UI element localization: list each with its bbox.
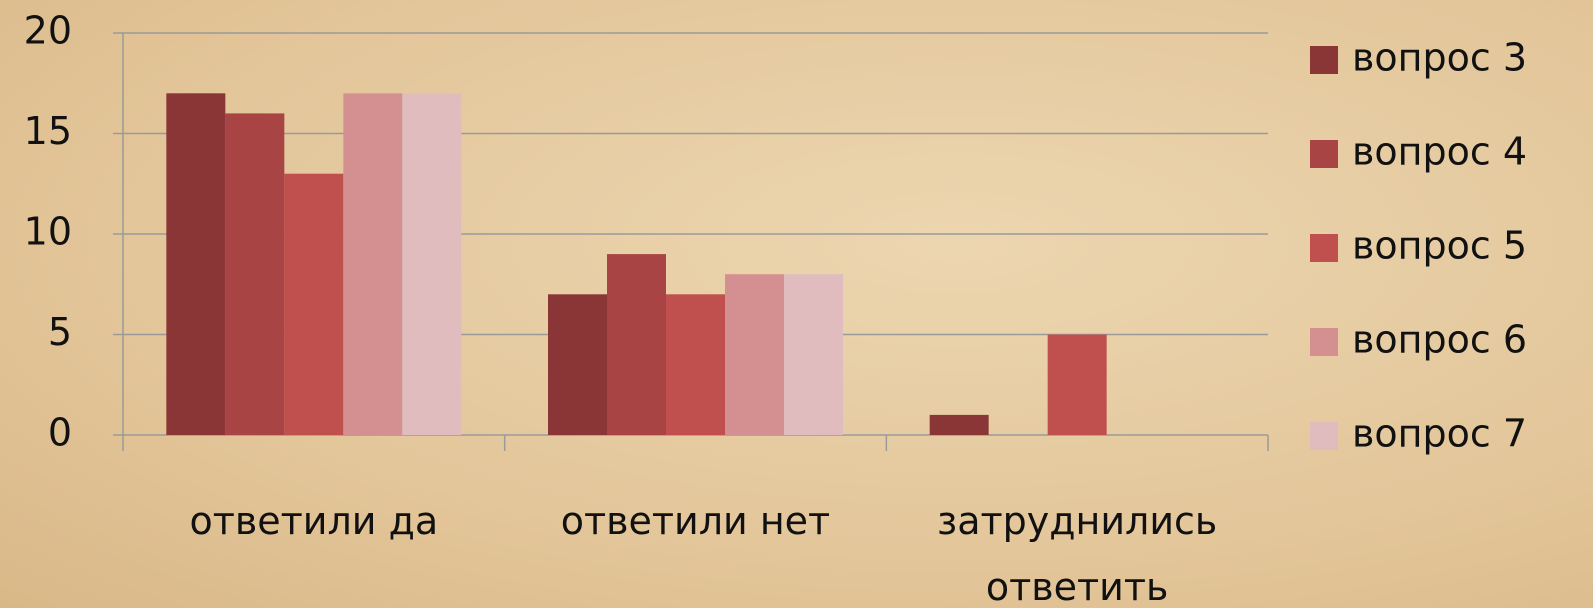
bar <box>402 93 461 435</box>
bar <box>548 294 607 435</box>
bar <box>343 93 402 435</box>
bar <box>784 274 843 435</box>
legend-swatch <box>1310 422 1338 450</box>
bar <box>666 294 725 435</box>
legend-swatch <box>1310 140 1338 168</box>
bar <box>725 274 784 435</box>
legend-swatch <box>1310 46 1338 74</box>
x-tick-label: ответили да <box>133 488 495 554</box>
bar <box>166 93 225 435</box>
legend-label: вопрос 6 <box>1352 318 1527 362</box>
legend-swatch <box>1310 328 1338 356</box>
slide: 0 5 10 15 20 вопрос 3 вопрос 4 вопрос 5 вопрос 6… <box>0 0 1593 608</box>
legend-label: вопрос 4 <box>1352 130 1527 174</box>
legend-label: вопрос 7 <box>1352 412 1527 456</box>
y-tick-label: 15 <box>24 109 72 153</box>
x-tick-label: затруднились ответить <box>896 488 1258 608</box>
y-tick-label: 10 <box>24 210 72 254</box>
y-tick-label: 20 <box>24 9 72 53</box>
legend-swatch <box>1310 234 1338 262</box>
legend-label: вопрос 5 <box>1352 224 1527 268</box>
y-tick-label: 5 <box>48 310 72 354</box>
y-tick-label: 0 <box>48 411 72 455</box>
bar <box>930 415 989 435</box>
bar <box>607 254 666 435</box>
bar <box>225 113 284 435</box>
x-tick-label: ответили нет <box>515 488 877 554</box>
bar <box>1048 335 1107 436</box>
legend-label: вопрос 3 <box>1352 36 1527 80</box>
bar <box>284 174 343 435</box>
